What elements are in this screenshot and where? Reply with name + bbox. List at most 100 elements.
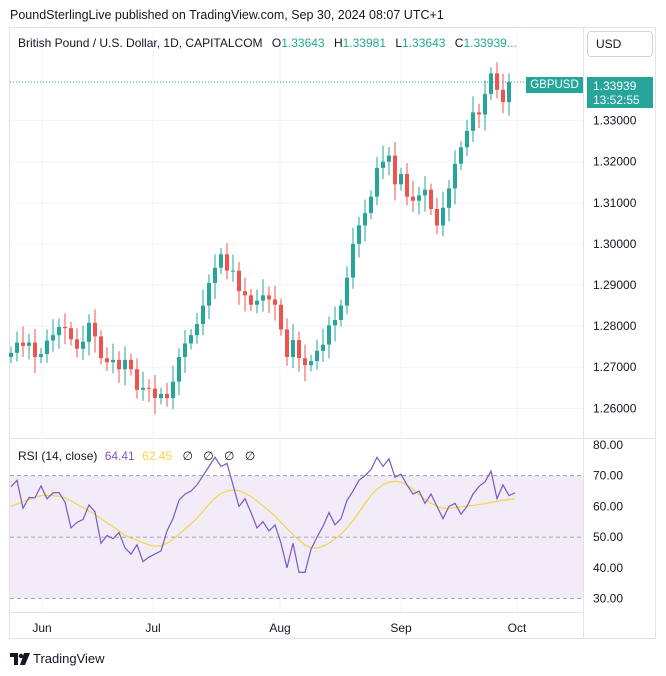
close-value: 1.33939 <box>463 36 507 50</box>
candle-body <box>363 213 367 226</box>
candle-body <box>333 319 337 326</box>
candle-body <box>399 174 403 185</box>
last-price-value: 1.33939 <box>593 79 637 93</box>
candle-body <box>111 359 115 363</box>
candle-body <box>129 359 133 370</box>
candle-body <box>195 324 199 336</box>
candle-body <box>297 340 301 359</box>
open-label: O <box>271 36 282 50</box>
candle-body <box>387 155 391 162</box>
price-tick-label: 1.32000 <box>593 155 637 169</box>
candle-body <box>249 295 253 305</box>
price-tick-label: 1.29000 <box>593 278 637 292</box>
candles <box>9 62 511 415</box>
high-value: 1.33981 <box>342 36 387 50</box>
candle-body <box>147 387 151 389</box>
candle-body <box>81 341 85 349</box>
close-label: C <box>454 36 464 50</box>
tradingview-brand[interactable]: TradingView <box>10 651 105 666</box>
candle-body <box>273 299 277 305</box>
candle-body <box>255 300 259 305</box>
candle-body <box>213 267 217 283</box>
candle-body <box>33 342 37 357</box>
candle-body <box>489 73 493 94</box>
candle-body <box>375 167 379 197</box>
candle-body <box>171 381 175 399</box>
candle-body <box>357 225 361 244</box>
candle-body <box>243 291 247 296</box>
candle-body <box>267 295 271 300</box>
candle-body <box>261 295 265 301</box>
candle-body <box>471 112 475 131</box>
candle-body <box>201 305 205 325</box>
rsi-title[interactable]: RSI (14, close) <box>18 449 98 463</box>
candle-body <box>507 82 511 103</box>
price-tick-label: 1.33000 <box>593 114 637 128</box>
candle-body <box>477 112 481 115</box>
candle-body <box>75 339 79 349</box>
price-tick-label: 1.28000 <box>593 319 637 333</box>
time-tick-label: Sep <box>390 621 412 635</box>
candle-body <box>279 304 283 330</box>
time-tick-label: Jun <box>32 621 51 635</box>
tradingview-wordmark: TradingView <box>33 651 105 666</box>
candle-body <box>189 335 193 344</box>
candle-body <box>69 328 73 340</box>
candle-body <box>159 393 163 399</box>
candle-body <box>435 208 439 226</box>
na-value: ∅ <box>203 449 214 463</box>
candle-body <box>219 254 223 268</box>
currency-button[interactable]: USD <box>587 31 653 57</box>
na-value: ∅ <box>182 449 193 463</box>
candle-body <box>339 305 343 320</box>
candle-body <box>309 361 313 366</box>
candle-body <box>135 369 139 390</box>
symbol-price-tag: GBPUSD <box>526 77 583 93</box>
rsi-ma-value: 62.45 <box>142 449 173 463</box>
legend-ellipsis: ... <box>506 36 517 50</box>
candle-body <box>465 130 469 148</box>
candle-body <box>207 282 211 306</box>
candle-body <box>411 196 415 201</box>
high-label: H <box>333 36 343 50</box>
candle-body <box>423 189 427 196</box>
candle-body <box>105 358 109 363</box>
candle-body <box>501 89 505 103</box>
symbol-title[interactable]: British Pound / U.S. Dollar, 1D, CAPITAL… <box>18 36 263 50</box>
na-value: ∅ <box>224 449 235 463</box>
candle-body <box>285 329 289 357</box>
candle-body <box>225 254 229 271</box>
time-tick-label: Aug <box>269 621 290 635</box>
candle-body <box>405 174 409 197</box>
ohlc-legend: British Pound / U.S. Dollar, 1D, CAPITAL… <box>18 36 517 50</box>
rsi-tick-label: 70.00 <box>593 469 623 483</box>
candle-body <box>369 196 373 214</box>
price-tick-label: 1.31000 <box>593 196 637 210</box>
bar-countdown: 13:52:55 <box>593 93 640 107</box>
candle-body <box>303 358 307 366</box>
time-tick-label: Oct <box>508 621 527 635</box>
price-tick-label: 1.27000 <box>593 360 637 374</box>
candle-body <box>123 359 127 370</box>
candle-body <box>165 393 169 399</box>
candle-body <box>153 388 157 399</box>
candle-body <box>93 322 97 337</box>
candle-body <box>45 340 49 355</box>
candle-body <box>441 207 445 226</box>
candle-body <box>417 195 421 201</box>
tradingview-logo-icon <box>10 652 30 665</box>
price-tick-label: 1.30000 <box>593 237 637 251</box>
candle-body <box>15 342 19 353</box>
last-price-tag: 1.33939 13:52:55 <box>587 77 653 108</box>
candle-body <box>393 155 397 185</box>
candle-body <box>351 243 355 278</box>
candle-body <box>315 350 319 362</box>
candle-body <box>381 161 385 168</box>
candle-body <box>483 93 487 115</box>
candle-body <box>345 277 349 306</box>
open-value: 1.33643 <box>281 36 325 50</box>
time-tick-label: Jul <box>145 621 160 635</box>
candle-body <box>21 342 25 346</box>
candle-body <box>117 359 121 370</box>
